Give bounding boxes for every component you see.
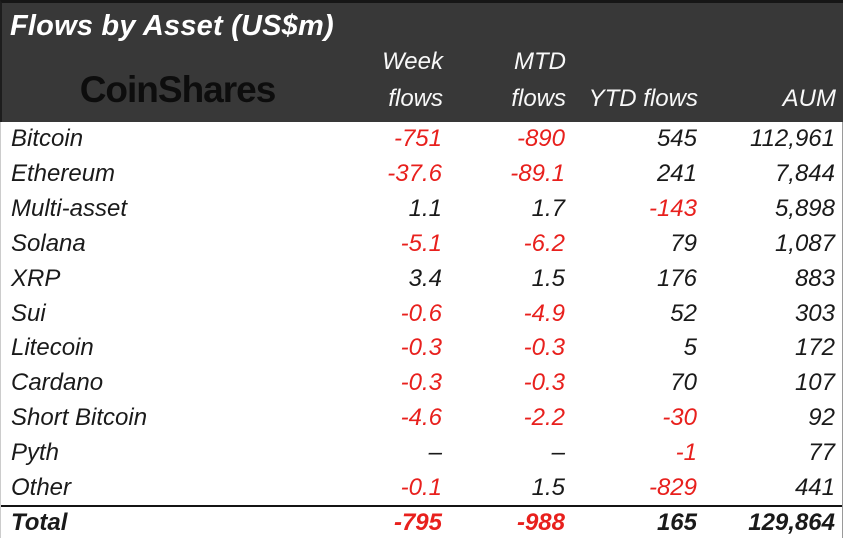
week-flows-cell: -0.3: [400, 334, 442, 362]
ytd-flows-cell: 545: [656, 125, 697, 153]
column-header-line1: MTD: [514, 48, 566, 75]
table-row: Other -0.1 1.5 -829 441: [1, 470, 842, 505]
table-row: Bitcoin -751 -890 545 112,961: [1, 122, 842, 157]
table-row: XRP 3.4 1.5 176 883: [1, 261, 842, 296]
ytd-flows-cell: -1: [675, 439, 697, 467]
week-flows-cell: -0.6: [400, 299, 442, 327]
asset-name-cell: Cardano: [11, 369, 104, 397]
asset-name-cell: XRP: [11, 264, 61, 292]
asset-name-cell: Multi-asset: [11, 195, 128, 223]
ytd-flows-cell: 5: [683, 334, 697, 362]
table-body: Bitcoin -751 -890 545 112,961 Ethereum -…: [0, 122, 843, 539]
table-row: Cardano -0.3 -0.3 70 107: [1, 366, 842, 401]
table-row: Litecoin -0.3 -0.3 5 172: [1, 331, 842, 366]
table-row: Pyth – – -1 77: [1, 436, 842, 471]
asset-name-cell: Litecoin: [11, 334, 94, 362]
column-header-line2: flows: [388, 85, 443, 113]
ytd-flows-cell: 176: [656, 264, 697, 292]
asset-name-cell: Total: [11, 508, 68, 536]
ytd-flows-cell: 52: [670, 299, 697, 327]
week-flows-cell: -751: [393, 125, 442, 153]
mtd-flows-cell: 1.5: [531, 473, 565, 501]
ytd-flows-cell: -143: [648, 195, 697, 223]
table-row: Short Bitcoin -4.6 -2.2 -30 92: [1, 401, 842, 436]
mtd-flows-cell: -0.3: [523, 369, 565, 397]
mtd-flows-cell: -988: [516, 508, 565, 536]
column-header-row: CoinShares Week flows MTD flows YTD flow…: [2, 43, 843, 119]
table-title: Flows by Asset (US$m): [10, 10, 334, 42]
mtd-flows-cell: 1.7: [531, 195, 565, 223]
aum-cell: 92: [808, 404, 835, 432]
asset-name-cell: Bitcoin: [11, 125, 84, 153]
week-flows-cell: 1.1: [408, 195, 442, 223]
column-header-line2: AUM: [782, 85, 836, 113]
week-flows-cell: -0.3: [400, 369, 442, 397]
mtd-flows-cell: 1.5: [531, 264, 565, 292]
mtd-flows-cell: -890: [516, 125, 565, 153]
table-row-total: Total -795 -988 165 129,864: [1, 505, 842, 538]
ytd-flows-cell: -829: [648, 473, 697, 501]
mtd-flows-cell: -89.1: [510, 160, 565, 188]
week-flows-cell: -37.6: [387, 160, 442, 188]
aum-cell: 112,961: [750, 125, 835, 153]
ytd-flows-cell: 79: [670, 229, 697, 257]
asset-name-cell: Pyth: [11, 439, 60, 467]
aum-cell: 883: [794, 264, 835, 292]
mtd-flows-cell: -2.2: [523, 404, 565, 432]
mtd-flows-cell: -0.3: [523, 334, 565, 362]
aum-cell: 107: [794, 369, 835, 397]
aum-cell: 5,898: [774, 195, 835, 223]
column-header-mtd-flows: MTD flows: [443, 43, 566, 121]
logo-cell: CoinShares: [12, 69, 343, 121]
ytd-flows-cell: 241: [656, 160, 697, 188]
asset-name-cell: Other: [11, 473, 72, 501]
aum-cell: 129,864: [748, 508, 835, 536]
aum-cell: 441: [794, 473, 835, 501]
column-header-week-flows: Week flows: [343, 43, 443, 121]
mtd-flows-cell: -6.2: [523, 229, 565, 257]
week-flows-cell: -795: [393, 508, 442, 536]
week-flows-cell: -5.1: [400, 229, 442, 257]
table-row: Sui -0.6 -4.9 52 303: [1, 296, 842, 331]
mtd-flows-cell: -4.9: [523, 299, 565, 327]
column-header-line2: YTD flows: [588, 85, 698, 113]
aum-cell: 1,087: [774, 229, 835, 257]
table-row: Solana -5.1 -6.2 79 1,087: [1, 227, 842, 262]
ytd-flows-cell: 165: [656, 508, 697, 536]
aum-cell: 303: [794, 299, 835, 327]
column-header-aum: AUM: [698, 80, 836, 121]
table-row: Multi-asset 1.1 1.7 -143 5,898: [1, 192, 842, 227]
aum-cell: 77: [808, 439, 835, 467]
mtd-flows-cell: –: [551, 439, 565, 467]
aum-cell: 7,844: [774, 160, 835, 188]
column-header-ytd-flows: YTD flows: [566, 80, 698, 121]
table-row: Ethereum -37.6 -89.1 241 7,844: [1, 157, 842, 192]
week-flows-cell: -4.6: [400, 404, 442, 432]
column-header-line2: flows: [511, 85, 566, 113]
week-flows-cell: 3.4: [408, 264, 442, 292]
asset-name-cell: Short Bitcoin: [11, 404, 148, 432]
aum-cell: 172: [794, 334, 835, 362]
ytd-flows-cell: -30: [662, 404, 697, 432]
ytd-flows-cell: 70: [670, 369, 697, 397]
week-flows-cell: -0.1: [400, 473, 442, 501]
week-flows-cell: –: [428, 439, 442, 467]
column-header-line1: Week: [382, 48, 443, 75]
coinshares-logo: CoinShares: [79, 69, 277, 111]
table-header: Flows by Asset (US$m) CoinShares Week fl…: [0, 0, 843, 122]
asset-name-cell: Ethereum: [11, 160, 116, 188]
asset-name-cell: Solana: [11, 229, 86, 257]
asset-name-cell: Sui: [11, 299, 46, 327]
